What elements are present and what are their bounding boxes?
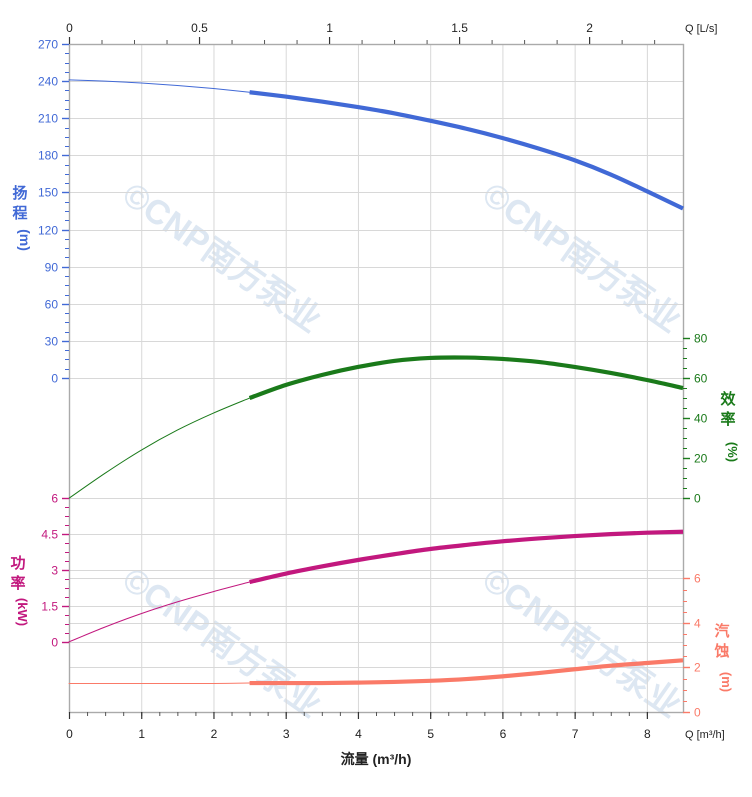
tick-label-efficiency: 40 [694,412,708,426]
tick-label-power: 4.5 [41,528,58,542]
tick-label-npsh: 2 [694,661,701,675]
tick-label-bottom: 2 [211,727,218,741]
tick-label-npsh: 0 [694,706,701,720]
axis-unit-head: (m) [17,229,33,251]
curve-head-thin [68,79,251,93]
tick-label-top: 1.5 [451,21,468,35]
tick-label-npsh: 4 [694,617,701,631]
tick-label-bottom: 7 [572,727,579,741]
axis-title-head: 程 [12,205,27,222]
tick-label-head: 90 [45,261,59,275]
tick-label-head: 60 [45,298,59,312]
tick-label-head: 150 [38,186,58,200]
tick-label-bottom: 0 [66,727,73,741]
tick-label-power: 3 [51,564,58,578]
tick-label-bottom: 1 [138,727,145,741]
axis-title-npsh: 汽 [714,622,729,640]
tick-label-bottom: 4 [355,727,362,741]
tick-label-head: 30 [45,335,59,349]
axis-title-power: 率 [10,574,25,592]
curve-head [249,90,684,211]
axis-unit-npsh: (m) [719,672,734,692]
tick-label-head: 240 [38,75,58,89]
axis-title-head: 扬 [12,184,27,202]
tick-label-power: 1.5 [41,600,58,614]
tick-label-top: 0 [66,21,73,35]
axis-unit-efficiency: (%) [725,442,740,462]
axis-title-power: 功 [10,555,25,572]
axis-unit-top: Q [L/s] [685,23,717,35]
xaxis-title: 流量 (m³/h) [341,751,412,767]
tick-label-efficiency: 0 [694,492,701,506]
tick-label-bottom: 3 [283,727,290,741]
tick-label-bottom: 5 [427,727,434,741]
tick-label-top: 2 [586,21,593,35]
tick-label-efficiency: 20 [694,452,708,466]
tick-label-head: 120 [38,224,58,238]
watermark-text: ©CNP南方泵业 [115,175,328,340]
axis-unit-bottom: Q [m³/h] [685,729,725,741]
tick-label-head: 0 [51,372,58,386]
tick-label-head: 270 [38,38,58,52]
curve-npsh [249,658,684,686]
tick-label-top: 1 [326,21,333,35]
curve-efficiency-thin [68,397,251,499]
tick-label-power: 0 [51,636,58,650]
tick-label-top: 0.5 [191,21,208,35]
tick-label-efficiency: 80 [694,332,708,346]
axis-title-npsh: 蚀 [713,642,729,660]
axis-unit-power: (kW) [15,598,30,626]
axis-title-efficiency: 效 [720,390,736,408]
tick-label-power: 6 [51,492,58,506]
watermark-text: ©CNP南方泵业 [475,175,688,340]
tick-label-head: 180 [38,149,58,163]
curve-power-thin [68,581,251,643]
tick-label-efficiency: 60 [694,372,708,386]
tick-label-bottom: 8 [644,727,651,741]
axis-title-efficiency: 率 [720,410,735,428]
curve-efficiency [248,355,684,401]
tick-label-npsh: 6 [694,572,701,586]
tick-label-head: 210 [38,112,58,126]
curve-power [249,529,684,585]
tick-label-bottom: 6 [500,727,507,741]
